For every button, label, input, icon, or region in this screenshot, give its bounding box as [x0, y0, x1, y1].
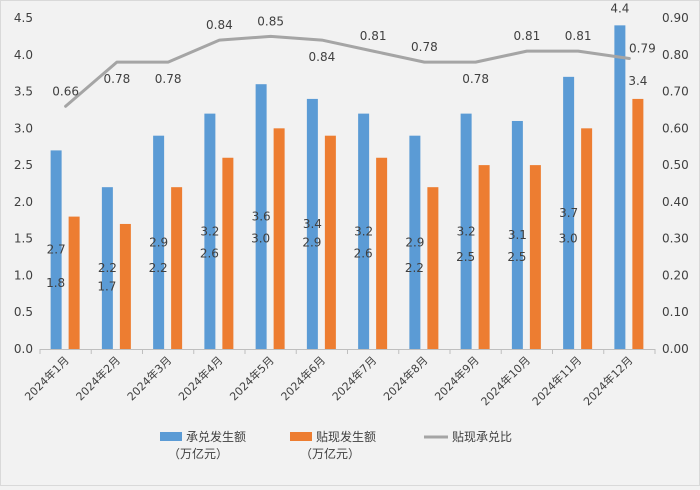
bar-discount: [222, 157, 234, 349]
bar-acceptance: [50, 150, 62, 349]
ratio-data-label: 0.78: [462, 72, 489, 86]
right-axis-tick-label: 0.80: [662, 48, 689, 62]
acceptance-data-label: 3.1: [508, 228, 527, 242]
ratio-data-label: 0.78: [411, 40, 438, 54]
bars-layer: [50, 25, 644, 350]
discount-data-label: 1.8: [46, 276, 65, 290]
discount-data-label: 2.9: [302, 235, 321, 249]
bar-discount: [324, 135, 336, 349]
left-axis-tick-label: 1.5: [14, 232, 33, 246]
bar-discount: [376, 157, 388, 349]
left-axis-tick-label: 2.0: [14, 195, 33, 209]
ratio-line: [64, 34, 631, 108]
legend-swatch-acceptance: [160, 432, 182, 441]
discount-data-label: 3.0: [559, 232, 578, 246]
discount-data-label: 2.2: [405, 261, 424, 275]
bar-discount: [119, 223, 131, 349]
ratio-data-label: 0.66: [52, 84, 79, 98]
bar-acceptance: [358, 113, 370, 349]
ratio-data-label: 0.84: [309, 50, 336, 64]
ratio-data-label: 0.78: [155, 72, 182, 86]
bar-acceptance: [306, 98, 318, 350]
discount-data-label: 3.0: [251, 232, 270, 246]
left-axis-tick-label: 2.5: [14, 158, 33, 172]
legend-label-acceptance: 承兑发生额: [186, 429, 246, 444]
line-layer: [64, 34, 631, 108]
bar-acceptance: [101, 187, 113, 349]
bar-discount: [273, 128, 285, 349]
bar-acceptance: [563, 76, 575, 349]
right-axis-tick-label: 0.20: [662, 268, 689, 282]
bar-acceptance: [255, 84, 267, 349]
acceptance-data-label: 2.2: [98, 261, 117, 275]
legend: 承兑发生额 （万亿元） 贴现发生额 （万亿元） 贴现承兑比: [160, 429, 512, 461]
discount-data-label: 1.7: [97, 279, 116, 293]
bar-acceptance: [153, 135, 165, 349]
discount-data-label: 2.6: [200, 246, 219, 260]
bar-discount: [68, 216, 80, 349]
bar-acceptance: [409, 135, 421, 349]
discount-data-label: 2.6: [354, 246, 373, 260]
bar-discount: [427, 187, 439, 349]
acceptance-data-label: 3.6: [252, 210, 271, 224]
ratio-data-label: 0.81: [514, 29, 541, 43]
ratio-data-label: 0.81: [565, 29, 592, 43]
legend-label-ratio: 贴现承兑比: [452, 430, 512, 444]
left-axis-tick-label: 4.5: [14, 11, 33, 25]
bar-discount: [632, 98, 644, 350]
legend-label-acceptance-unit: （万亿元）: [168, 446, 228, 461]
right-axis-tick-label: 0.40: [662, 195, 689, 209]
right-axis-tick-label: 0.10: [662, 305, 689, 319]
legend-label-discount: 贴现发生额: [316, 429, 376, 444]
bar-discount: [581, 128, 593, 349]
bar-discount: [171, 187, 183, 349]
acceptance-data-label: 3.2: [354, 224, 373, 238]
right-axis-tick-label: 0.00: [662, 342, 689, 356]
discount-data-label: 3.4: [628, 74, 647, 88]
acceptance-data-label: 4.4: [610, 1, 629, 15]
discount-data-label: 2.2: [149, 261, 168, 275]
left-axis-tick-label: 4.0: [14, 48, 33, 62]
left-axis-tick-label: 0.0: [14, 342, 33, 356]
acceptance-data-label: 3.2: [457, 224, 476, 238]
legend-label-discount-unit: （万亿元）: [300, 446, 360, 461]
ratio-data-label: 0.85: [257, 14, 284, 28]
ratio-data-label: 0.78: [104, 72, 131, 86]
right-axis-tick-label: 0.90: [662, 11, 689, 25]
ratio-data-label: 0.81: [360, 29, 387, 43]
right-axis-tick-label: 0.50: [662, 158, 689, 172]
right-axis-tick-label: 0.70: [662, 85, 689, 99]
legend-swatch-discount: [290, 432, 312, 441]
acceptance-data-label: 3.2: [200, 224, 219, 238]
right-axis-tick-label: 0.60: [662, 121, 689, 135]
bar-discount: [529, 165, 541, 349]
ratio-data-label: 0.79: [629, 41, 656, 55]
discount-data-label: 2.5: [507, 250, 526, 264]
bar-acceptance: [511, 120, 523, 349]
acceptance-data-label: 2.9: [405, 235, 424, 249]
data-labels-layer: 2.7 2.2 2.9 3.2 3.6 3.4 3.2 2.9 3.2 3.1 3.7 4.4 1.8 1…: [46, 1, 656, 293]
right-axis-tick-label: 0.30: [662, 232, 689, 246]
left-axis-tick-label: 0.5: [14, 305, 33, 319]
bar-acceptance: [204, 113, 216, 349]
acceptance-data-label: 3.7: [559, 206, 578, 220]
acceptance-data-label: 2.7: [47, 243, 66, 257]
acceptance-data-label: 3.4: [303, 217, 322, 231]
left-axis-tick-label: 3.5: [14, 85, 33, 99]
left-axis-tick-label: 3.0: [14, 121, 33, 135]
bar-acceptance: [614, 25, 626, 349]
acceptance-data-label: 2.9: [149, 235, 168, 249]
left-axis-tick-label: 1.0: [14, 268, 33, 282]
bar-discount: [478, 165, 490, 349]
bar-acceptance: [460, 113, 472, 349]
discount-data-label: 2.5: [456, 250, 475, 264]
ratio-data-label: 0.84: [206, 18, 233, 32]
